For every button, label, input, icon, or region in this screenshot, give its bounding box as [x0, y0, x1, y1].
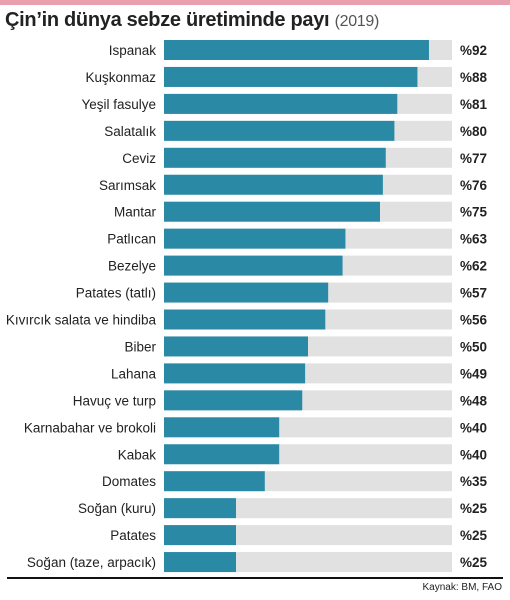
bottom-rule [7, 577, 503, 579]
value-label: %88 [460, 70, 488, 85]
category-label: Soğan (kuru) [78, 501, 156, 516]
value-label: %77 [460, 151, 487, 166]
bar [164, 40, 429, 60]
category-label: Patates (tatlı) [76, 286, 156, 301]
value-label: %25 [460, 555, 488, 570]
bar [164, 174, 383, 195]
value-label: %80 [460, 124, 487, 139]
chart-title-main: Çin’in dünya sebze üretiminde payı [5, 9, 330, 31]
value-label: %25 [460, 501, 488, 516]
bar [164, 309, 326, 330]
bar [164, 363, 306, 384]
bar [164, 525, 236, 546]
top-accent-strip [0, 0, 510, 5]
category-label: Bezelye [108, 259, 156, 274]
category-label: Sarımsak [99, 178, 156, 193]
category-label: Patlıcan [107, 232, 156, 247]
value-label: %50 [460, 339, 487, 354]
category-label: Havuç ve turp [73, 393, 156, 408]
bar [164, 147, 386, 168]
bar [164, 255, 343, 276]
category-label: Kıvırcık salata ve hindiba [6, 313, 157, 328]
category-label: Ceviz [122, 151, 156, 166]
value-label: %49 [460, 366, 487, 381]
bar [164, 201, 380, 222]
bar [164, 390, 303, 411]
bar [164, 282, 329, 303]
value-label: %56 [460, 313, 488, 328]
bar [164, 498, 236, 519]
bar [164, 120, 395, 141]
bar-chart: Ispanak %92 Kuşkonmaz %88 Yeşil fasulye %81 Sa… [6, 40, 488, 573]
bar [164, 228, 346, 249]
bar [164, 552, 236, 573]
value-label: %62 [460, 259, 487, 274]
bar [164, 336, 308, 357]
category-label: Patates [110, 528, 156, 543]
bar [164, 93, 398, 114]
category-label: Yeşil fasulye [81, 97, 156, 112]
value-label: %75 [460, 205, 488, 220]
value-label: %76 [460, 178, 488, 193]
chart-title-year: (2019) [334, 13, 380, 30]
bar [164, 417, 280, 438]
category-label: Mantar [114, 205, 157, 220]
category-label: Kabak [118, 447, 157, 462]
value-label: %81 [460, 97, 488, 112]
value-label: %40 [460, 447, 487, 462]
chart-title: Çin’in dünya sebze üretiminde payı (2019… [5, 9, 379, 32]
value-label: %63 [460, 232, 488, 247]
value-label: %57 [460, 286, 487, 301]
category-label: Salatalık [104, 124, 156, 139]
category-label: Domates [102, 474, 156, 489]
category-label: Soğan (taze, arpacık) [27, 555, 156, 570]
category-label: Lahana [111, 366, 157, 381]
value-label: %25 [460, 528, 488, 543]
category-label: Karnabahar ve brokoli [24, 420, 156, 435]
value-label: %40 [460, 420, 487, 435]
value-label: %92 [460, 43, 487, 58]
value-label: %35 [460, 474, 488, 489]
category-label: Kuşkonmaz [85, 70, 156, 85]
source-note: Kaynak: BM, FAO [422, 582, 502, 593]
category-label: Biber [124, 339, 156, 354]
category-label: Ispanak [109, 43, 157, 58]
value-label: %48 [460, 393, 488, 408]
bar [164, 471, 265, 492]
bar [164, 444, 280, 465]
bar [164, 66, 418, 87]
